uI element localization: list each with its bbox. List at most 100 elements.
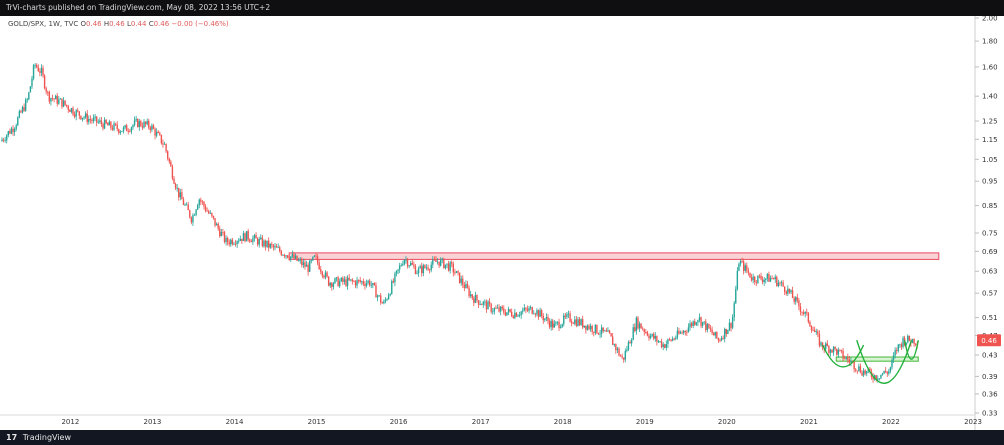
candle-body [97,121,99,123]
candle-body [771,277,773,279]
candle-body [692,321,694,326]
candle-body [736,270,739,290]
candle-body [746,265,748,271]
candle-body [413,264,415,267]
candle-body [547,317,549,322]
candle-body [249,239,251,242]
candle-body [902,337,904,347]
candle-body [58,99,60,104]
candle-body [570,321,573,324]
candle-body [733,303,735,318]
candle-body [99,120,101,122]
candle-body [277,247,279,249]
candle-body [864,370,866,374]
candle-body [626,349,628,351]
candles-group [1,63,918,383]
candle-body [731,317,734,328]
candle-body [163,143,166,145]
candle-body [553,323,556,328]
candle-body [219,228,221,237]
candle-body [365,282,368,286]
candle-body [335,277,338,279]
candle-body [15,125,17,130]
candle-body [670,339,672,341]
candle-body [337,277,339,287]
candle-body [460,278,462,283]
candle-body [758,275,761,277]
arc-annotations [821,339,919,384]
candle-body [247,231,249,240]
candle-body [133,120,136,126]
last-price-label: 0.46 [981,337,997,345]
candle-body [499,306,502,312]
price-chart[interactable]: 2.00 1.80 1.60 1.40 1.25 1.15 1.05 0.95 0.85 0.75… [0,16,1004,430]
candle-body [192,215,194,223]
candle-body [174,183,177,189]
candle-body [847,357,849,360]
candle-body [752,276,754,281]
candle-body [107,123,109,126]
candle-body [389,293,391,296]
tradingview-logo-icon[interactable]: 17 [6,433,18,442]
candle-body [698,317,701,321]
candle-body [436,261,439,263]
candle-body [127,131,129,132]
candle-body [6,135,8,141]
candle-body [296,255,298,261]
candle-body [155,131,158,136]
candle-body [427,267,429,270]
candle-body [269,243,271,248]
candle-body [787,288,789,294]
candle-body [648,335,650,339]
candle-body [391,281,393,294]
candle-body [694,321,696,325]
candle-body [888,371,890,374]
candle-body [92,117,95,122]
candle-body [359,280,361,282]
candle-body [411,262,413,265]
candle-body [309,260,311,272]
candle-body [555,322,557,324]
candle-body [564,315,567,317]
candle-body [430,264,432,271]
candle-body [395,270,398,274]
candle-body [615,344,617,351]
candle-body [283,254,286,257]
candle-body [621,356,623,358]
candle-body [515,312,518,317]
candle-body [302,262,305,266]
candle-body [279,247,281,252]
candle-body [705,321,707,331]
tradingview-brand[interactable]: TradingView [22,433,72,442]
candle-body [875,375,877,380]
candle-body [62,100,65,107]
candle-body [799,306,802,312]
candle-body [858,366,860,371]
candle-body [468,287,470,297]
candle-body [89,119,92,121]
candle-body [179,192,182,198]
y-tick-label: 1.60 [982,63,998,71]
legend-open-value: 0.46 [86,20,102,28]
candle-body [600,327,603,334]
candle-body [552,320,554,328]
candle-body [839,349,841,351]
candle-body [299,259,301,261]
candle-body [327,276,330,286]
candle-body [435,259,437,262]
candle-body [845,357,847,359]
candle-body [772,278,775,280]
candle-body [59,98,62,100]
candle-body [245,231,248,242]
candle-body [255,235,257,239]
candle-body [757,275,759,283]
candle-body [665,343,668,348]
candle-body [469,294,472,297]
candle-body [271,243,273,246]
candle-body [29,86,32,93]
candle-body [144,121,147,125]
candle-body [361,281,363,283]
candle-body [417,268,420,274]
candle-body [679,332,682,334]
legend-high-value: 0.46 [109,20,125,28]
